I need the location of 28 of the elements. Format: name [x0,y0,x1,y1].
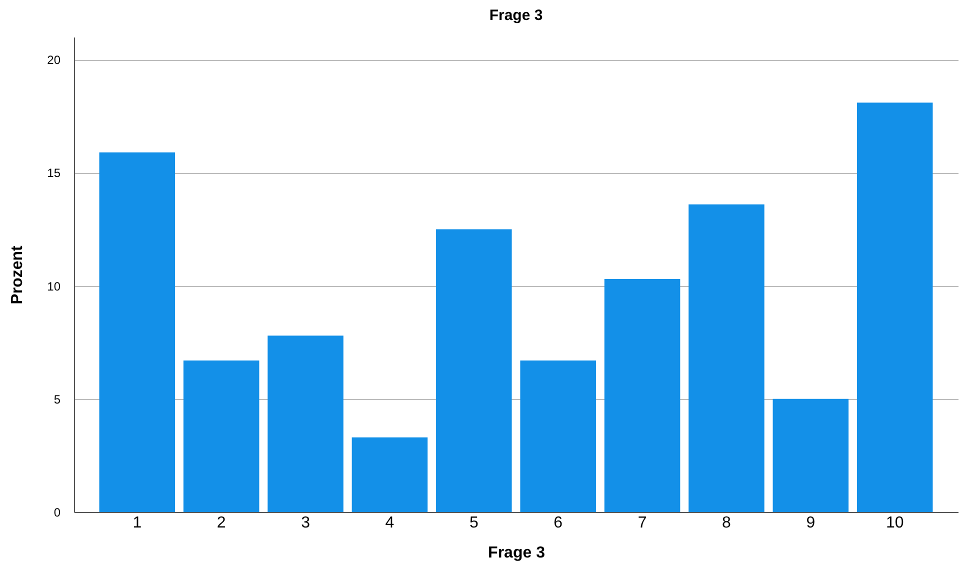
y-axis-title: Prozent [9,244,26,304]
x-tick-label: 4 [385,514,394,532]
bar [520,360,596,512]
bar [99,152,176,512]
bar [856,102,933,512]
x-tick-label: 7 [638,514,647,532]
bar [772,398,849,512]
x-axis-title: Frage 3 [488,544,546,562]
y-tick-label: 5 [54,392,61,406]
chart-title: Frage 3 [489,7,543,24]
x-tick-label: 3 [301,514,310,532]
bar [688,204,764,512]
bar [268,336,344,512]
x-tick-label: 5 [469,514,478,532]
x-tick-label: 10 [886,514,904,532]
y-tick-label: 10 [47,279,61,294]
x-tick-label: 1 [132,514,142,532]
x-tick-label: 6 [554,514,563,532]
bar [604,279,680,512]
bar [352,437,428,512]
bar [436,229,512,512]
y-tick-label: 20 [47,53,61,68]
x-tick-label: 9 [806,514,816,532]
bar [183,360,260,512]
y-tick-label: 0 [54,506,61,520]
x-tick-label: 8 [722,514,732,532]
x-tick-label: 2 [216,514,226,532]
y-tick-label: 15 [47,166,61,180]
